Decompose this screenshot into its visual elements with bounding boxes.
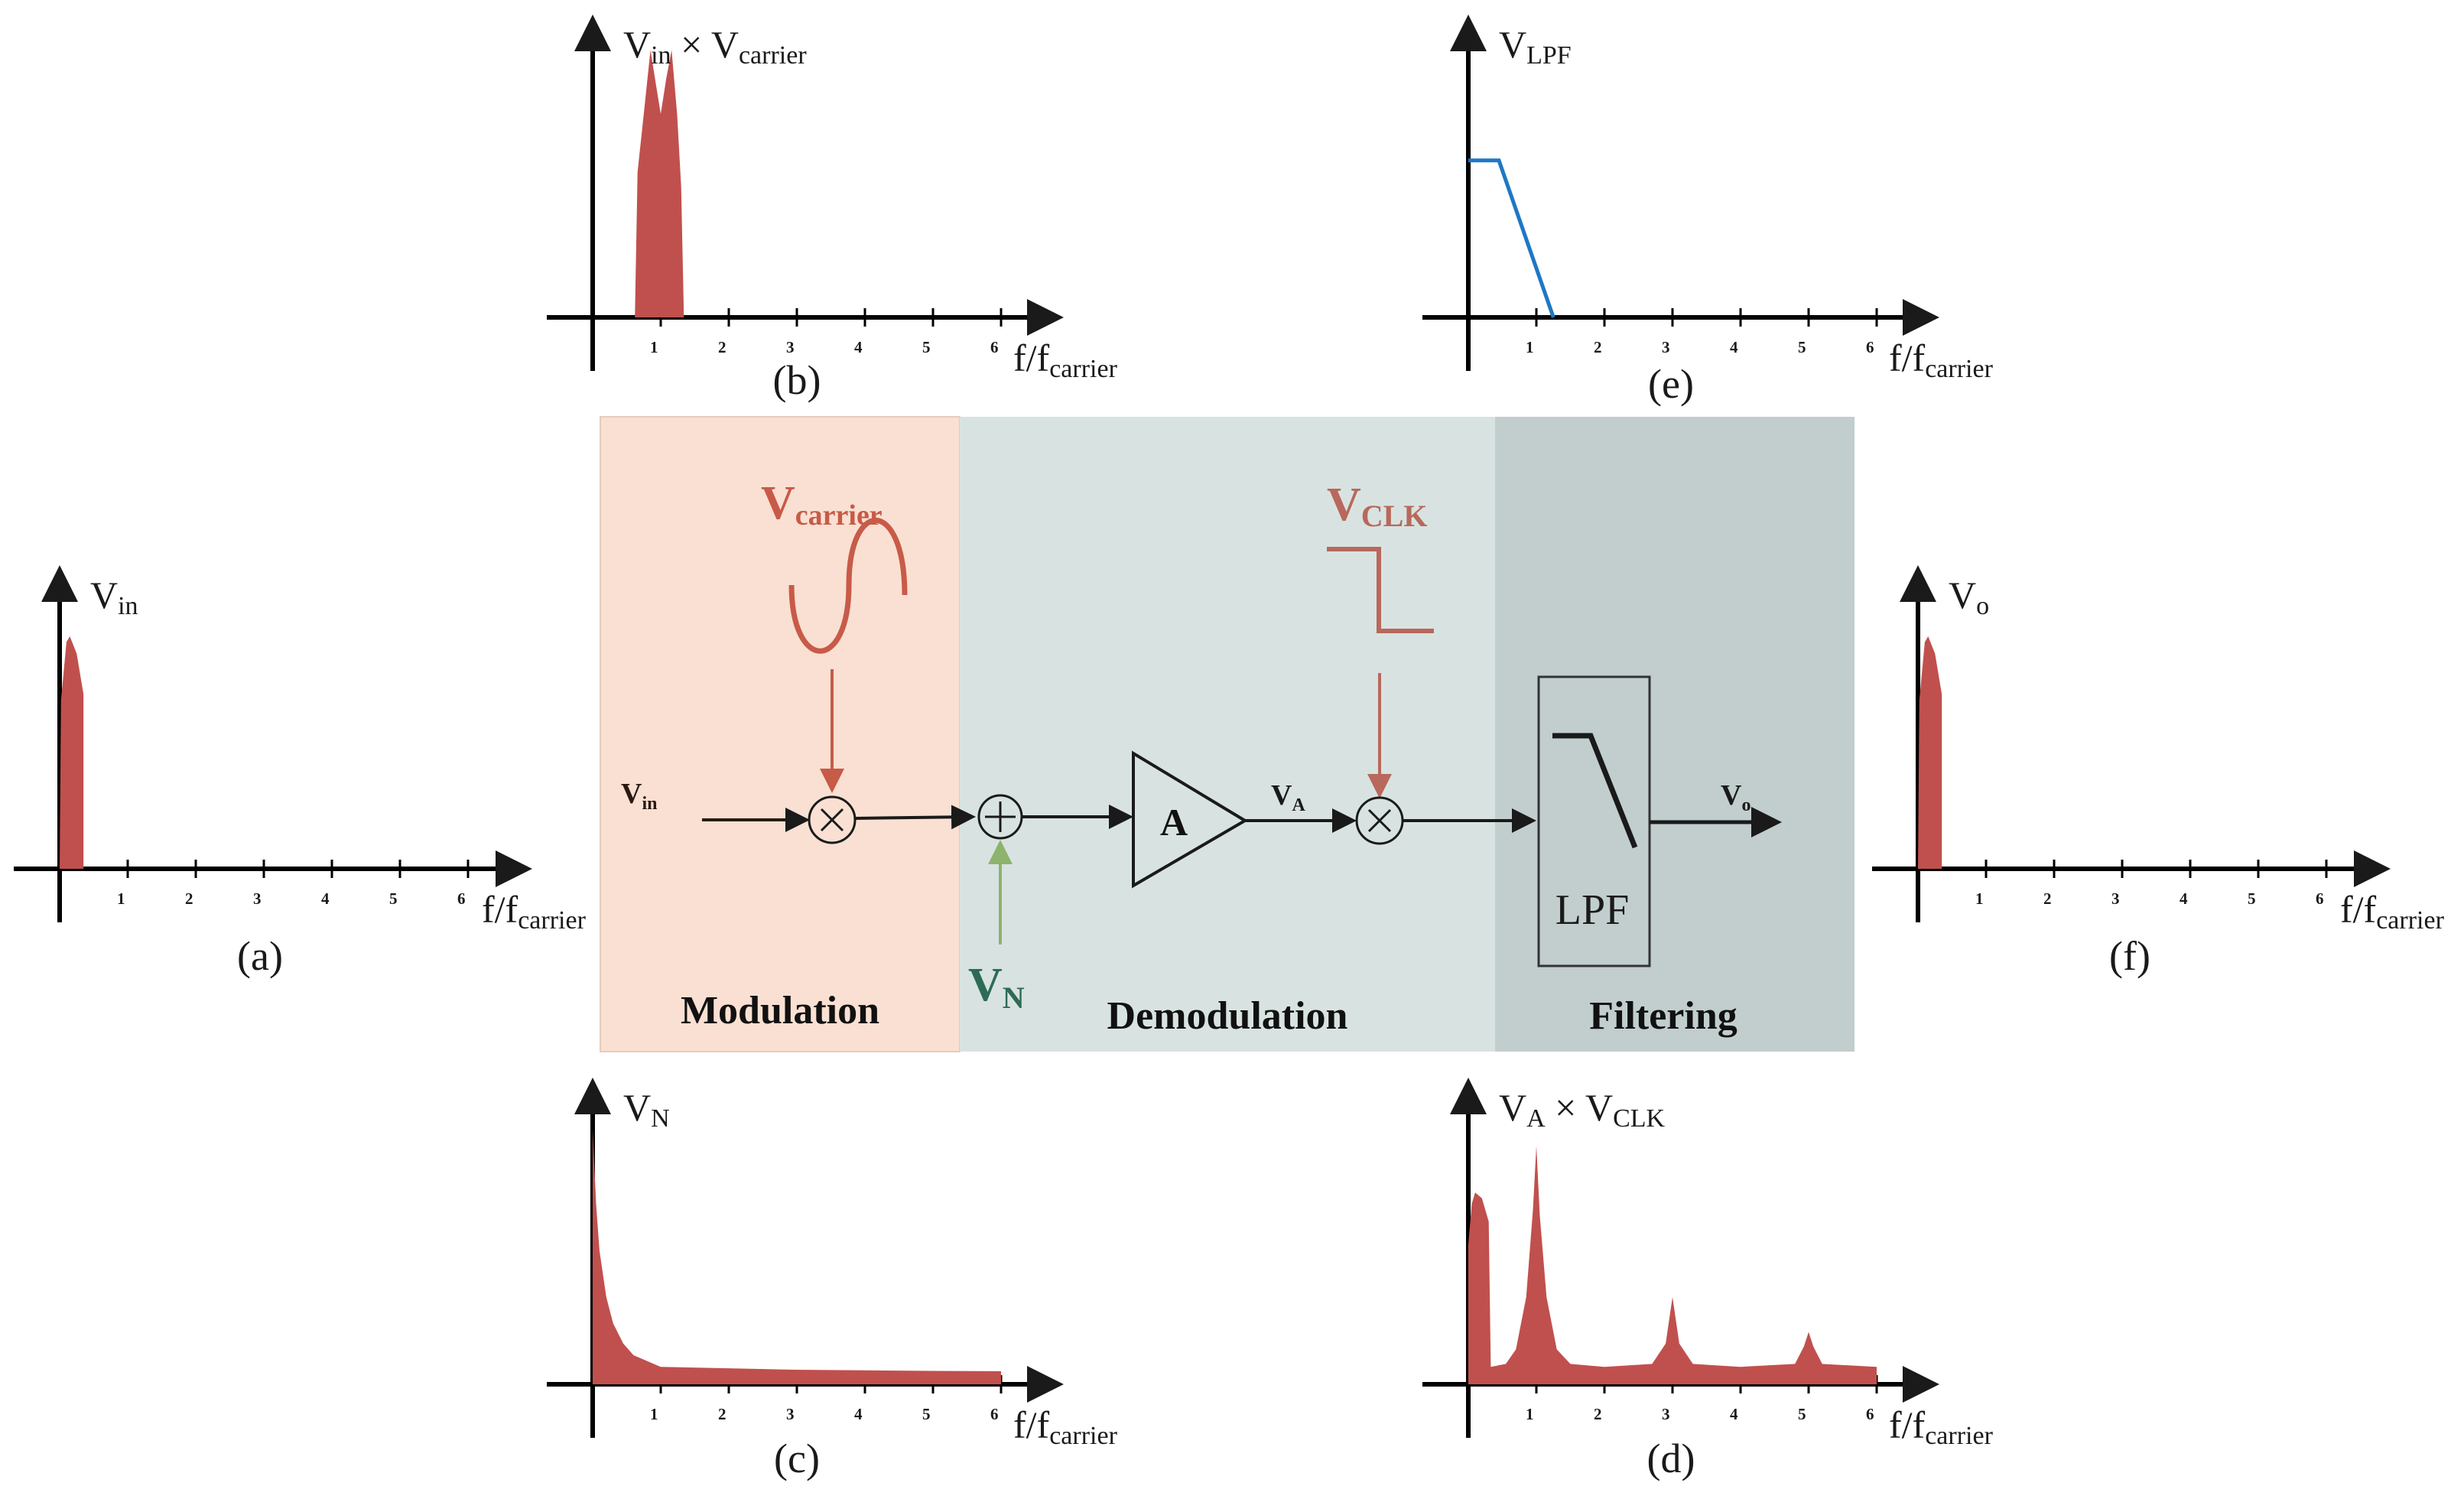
modulation-region [600, 416, 961, 1052]
vo-label: Vo [1721, 779, 1750, 815]
x-tick-label: 4 [854, 1405, 863, 1423]
chart-caption: (d) [1647, 1436, 1695, 1481]
x-tick-label: 5 [922, 338, 931, 356]
block-diagram: Modulation Demodulation Filtering Vcarri… [600, 416, 1855, 1052]
clk-label: VCLK [1327, 479, 1427, 533]
x-tick-label: 1 [117, 889, 125, 908]
x-tick-label: 2 [1594, 1405, 1602, 1423]
chart-caption: (c) [774, 1436, 820, 1481]
x-tick-label: 1 [1526, 1405, 1534, 1423]
x-tick-label: 2 [718, 1405, 727, 1423]
chart-title: Vin × Vcarrier [623, 23, 807, 70]
vin-label: Vin [621, 778, 657, 814]
x-tick-label: 3 [786, 1405, 795, 1423]
x-tick-label: 6 [457, 889, 466, 908]
spectrum-area [635, 50, 684, 318]
multiplier-icon [808, 795, 857, 844]
chart-caption: (a) [237, 933, 283, 979]
filtering-region [1495, 417, 1855, 1052]
x-tick-label: 3 [2111, 889, 2120, 908]
lowpass-icon [1552, 733, 1638, 849]
chart-caption: (e) [1648, 361, 1694, 407]
chart-caption: (b) [773, 357, 821, 403]
chart-title: Vo [1949, 574, 1989, 620]
x-tick-label: 3 [1662, 338, 1670, 356]
x-axis-label: f/fcarrier [1889, 337, 1994, 383]
square-wave-icon [1327, 547, 1434, 633]
chart-title: VN [623, 1086, 670, 1133]
adder-icon [977, 794, 1023, 840]
x-axis-label: f/fcarrier [1013, 1403, 1118, 1450]
x-tick-label: 3 [1662, 1405, 1670, 1423]
x-axis-label: f/fcarrier [2340, 888, 2445, 935]
chart-c: 1 2 3 4 5 6 VN f/fcarrier (c) [547, 1078, 1118, 1481]
x-tick-label: 4 [1730, 338, 1738, 356]
lpf-response-line [1468, 158, 1555, 318]
x-tick-label: 6 [1866, 1405, 1874, 1423]
amplifier-gain-label: A [1160, 801, 1188, 844]
x-tick-label: 4 [854, 338, 863, 356]
spectrum-area [1468, 1146, 1877, 1384]
x-tick-label: 3 [786, 338, 795, 356]
x-axis-label: f/fcarrier [482, 888, 587, 935]
chart-e: 1 2 3 4 5 6 VLPF f/fcarrier (e) [1422, 15, 1994, 407]
mixer-to-adder-arrow [854, 805, 976, 830]
x-tick-label: 6 [990, 338, 999, 356]
demodulation-region [960, 417, 1495, 1052]
chart-title: VA × VCLK [1499, 1086, 1666, 1133]
x-tick-label: 4 [1730, 1405, 1738, 1423]
modulation-label: Modulation [681, 989, 879, 1032]
noise-label: VN [968, 959, 1025, 1015]
chart-caption: (f) [2109, 933, 2150, 979]
x-axis-label: f/fcarrier [1013, 337, 1118, 383]
lpf-label: LPF [1555, 886, 1630, 934]
spectrum-area [1918, 636, 1942, 869]
x-tick-label: 2 [2043, 889, 2052, 908]
carrier-label: Vcarrier [761, 477, 883, 532]
x-tick-label: 2 [718, 338, 727, 356]
x-tick-label: 2 [1594, 338, 1602, 356]
x-axis-label: f/fcarrier [1889, 1403, 1994, 1450]
x-tick-label: 1 [1975, 889, 1984, 908]
sine-wave-icon [788, 517, 908, 654]
chart-d: 1 2 3 4 5 6 VA × VCLK f/fcarrier (d) [1422, 1078, 1994, 1481]
x-tick-label: 4 [2180, 889, 2188, 908]
demodulation-label: Demodulation [1107, 994, 1348, 1038]
x-tick-label: 5 [922, 1405, 931, 1423]
chart-title: Vin [90, 574, 138, 620]
spectrum-area [593, 1128, 1001, 1384]
amplifier-icon [1132, 750, 1248, 889]
x-tick-label: 6 [2316, 889, 2324, 908]
chart-title: VLPF [1499, 23, 1572, 70]
chart-b: 1 2 3 4 5 6 Vin × Vcarrier f/fcarrier (b) [547, 15, 1118, 403]
spectrum-charts: 1 2 3 4 5 6 Vin f/fcarrier (a) 1 2 3 4 5 6 Vin × Vcarri… [14, 15, 2445, 1481]
spectrum-area [60, 636, 84, 869]
chart-f: 1 2 3 4 5 6 Vo f/fcarrier (f) [1872, 565, 2445, 979]
x-tick-label: 1 [1526, 338, 1534, 356]
x-tick-label: 5 [1798, 338, 1806, 356]
chart-a: 1 2 3 4 5 6 Vin f/fcarrier (a) [14, 565, 587, 979]
x-tick-label: 5 [1798, 1405, 1806, 1423]
va-label: VA [1271, 779, 1305, 815]
x-tick-label: 5 [2248, 889, 2256, 908]
x-tick-label: 1 [650, 1405, 658, 1423]
x-tick-label: 6 [990, 1405, 999, 1423]
x-tick-label: 1 [650, 338, 658, 356]
x-tick-label: 6 [1866, 338, 1874, 356]
x-tick-label: 3 [253, 889, 262, 908]
x-tick-label: 4 [321, 889, 330, 908]
x-tick-label: 2 [185, 889, 193, 908]
filtering-label: Filtering [1589, 994, 1737, 1038]
x-tick-label: 5 [389, 889, 398, 908]
